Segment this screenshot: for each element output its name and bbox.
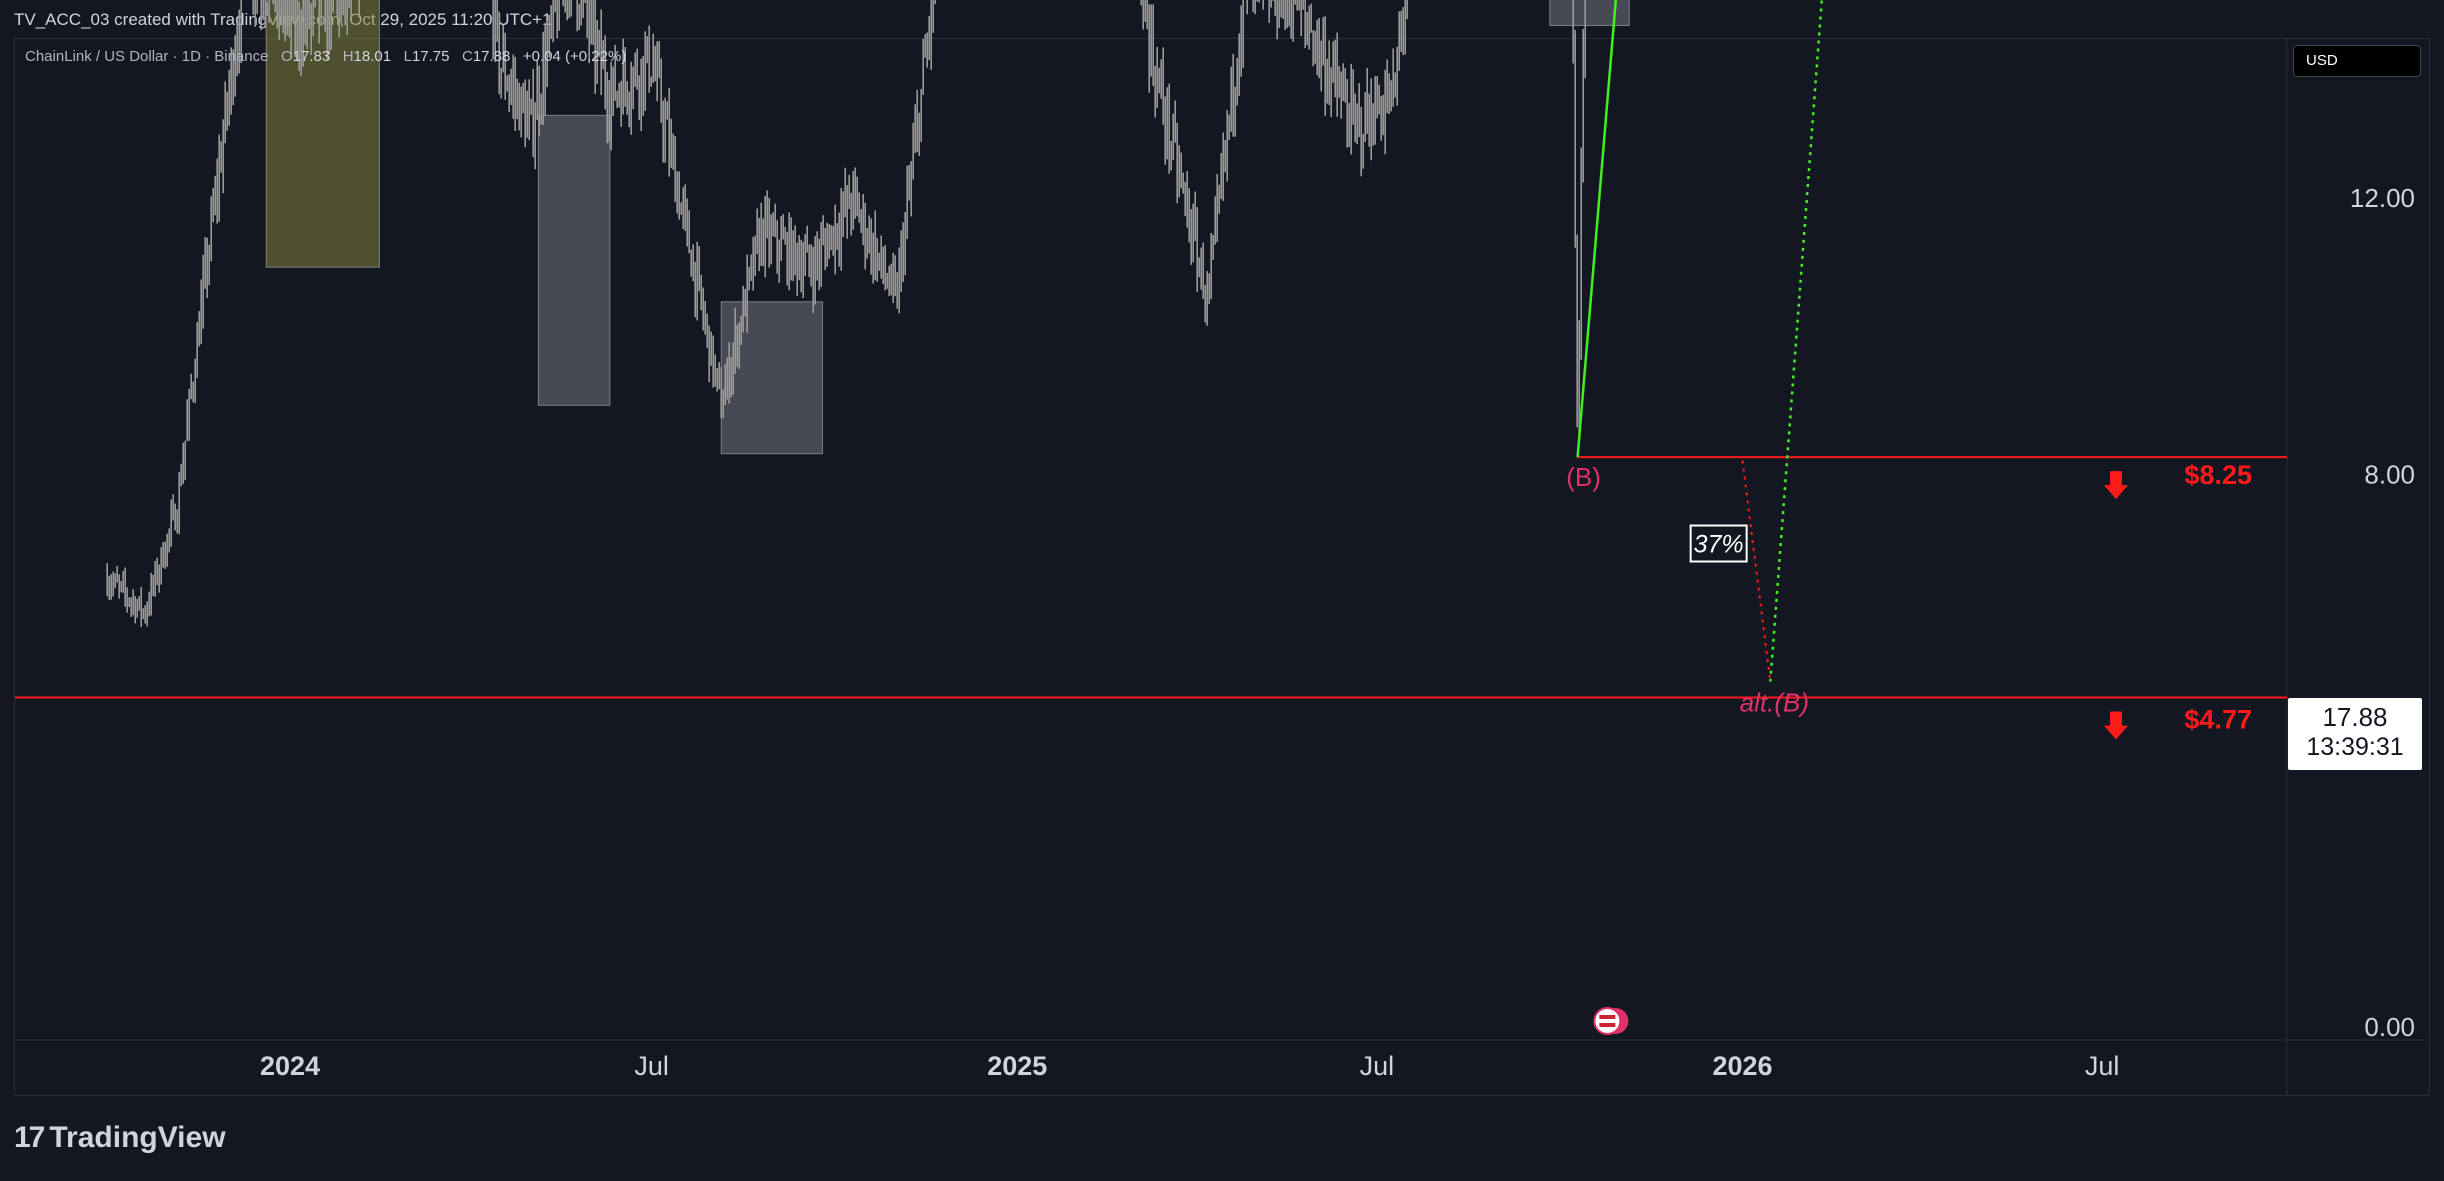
level-label: $8.25 [2184,460,2252,490]
low-value: 17.75 [411,48,450,65]
wave-label: alt.(B) [1740,688,1809,718]
consolidation-zone [720,301,824,455]
brand-name: TradingView [49,1121,226,1154]
consolidation-zone [265,0,380,268]
us-flag-icon [1593,1007,1622,1035]
chart-frame [14,38,2430,1096]
consolidation-zone [1549,0,1630,26]
low-label: L [403,48,412,65]
high-label: H [342,48,354,65]
flag-stripe [1599,1015,1616,1019]
x-tick-label: Jul [2085,1051,2120,1081]
bottom-bar [0,1096,2444,1181]
arrow-down-icon [2104,711,2128,740]
probability-badge [1689,524,1748,563]
x-tick-label: 2025 [987,1051,1047,1081]
y-tick-label: 8.00 [2364,459,2415,489]
last-price: 17.88 [2322,702,2388,732]
open-label: O [280,48,293,65]
x-tick-label: 2026 [1712,1051,1772,1081]
close-value: 17.88 [472,48,511,65]
last-price-label: 17.88 13:39:31 [2288,698,2422,770]
x-tick-label: 2024 [260,1051,320,1081]
level-label: $4.77 [2184,705,2252,735]
flag-stripe [1599,1023,1616,1027]
x-tick-label: Jul [1360,1051,1395,1081]
y-tick-label: 0.00 [2364,1012,2415,1042]
currency-selector[interactable]: USD [2293,45,2421,77]
arrow-down-icon [2104,471,2128,500]
projection-segment [1576,0,1618,458]
change-value: +0.04 (+0.22%) [522,48,627,65]
x-tick-label: Jul [634,1051,669,1081]
open-value: 17.83 [292,48,331,65]
tradingview-logo-icon: 17 [14,1121,45,1154]
symbol-name[interactable]: ChainLink / US Dollar · 1D · Binance [25,48,269,65]
wave-label: (B) [1566,462,1601,492]
tradingview-brand[interactable]: 17 TradingView [14,1121,226,1155]
high-value: 18.01 [353,48,392,65]
alt-path-up [1769,0,1824,682]
bar-countdown: 13:39:31 [2306,733,2404,761]
consolidation-zone [537,114,611,406]
close-label: C [462,48,473,65]
y-tick-label: 12.00 [2350,183,2415,213]
alt-path-down [1741,460,1772,682]
probability-label: 37% [1694,531,1744,559]
symbol-legend: ChainLink / US Dollar · 1D · Binance O17… [25,48,626,65]
